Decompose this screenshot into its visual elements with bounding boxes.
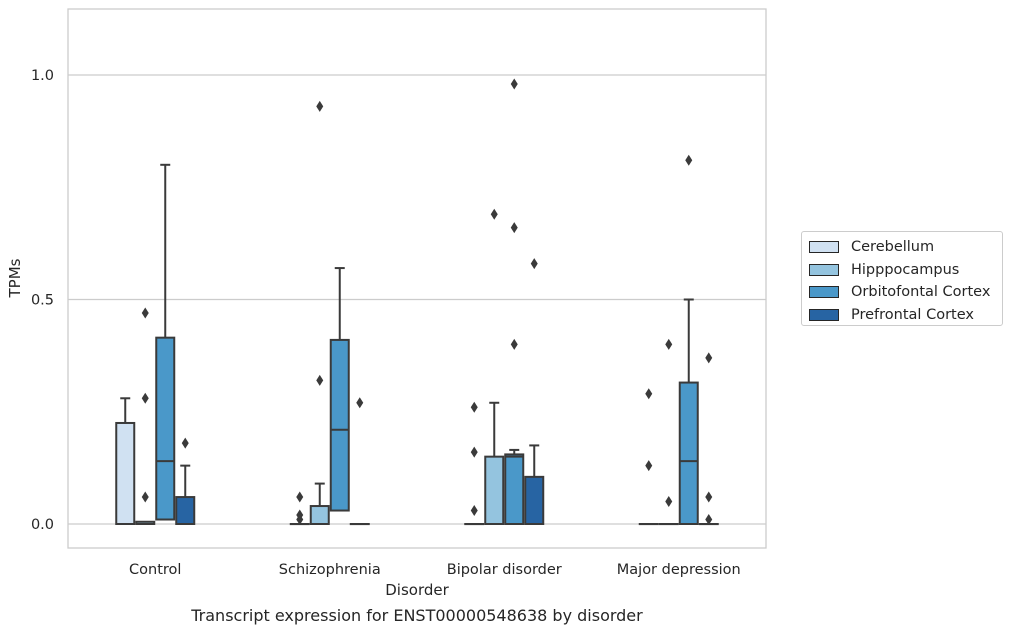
box-body	[115, 421, 136, 526]
outlier-point	[356, 397, 364, 409]
box-orbitofontal-cortex	[504, 78, 525, 525]
outlier-point	[530, 258, 538, 270]
legend-item: Cerebellum	[809, 236, 1002, 259]
box-body	[524, 475, 545, 526]
outlier-point	[470, 446, 478, 458]
figure-caption: Transcript expression for ENST0000054863…	[191, 606, 643, 625]
box-body	[175, 496, 196, 525]
outlier-point	[705, 491, 713, 503]
box-cerebellum	[638, 388, 659, 526]
outlier-point	[510, 338, 518, 350]
outlier-point	[510, 222, 518, 234]
legend-item: Orbitofontal Cortex	[809, 281, 1002, 304]
y-tick-label: 1.0	[31, 68, 54, 84]
legend-label: Hipppocampus	[851, 261, 960, 278]
box-cerebellum	[289, 491, 310, 526]
outlier-point	[296, 514, 304, 526]
box-hipppocampus	[135, 307, 156, 526]
legend-label: Orbitofontal Cortex	[851, 284, 991, 301]
outlier-point	[645, 388, 653, 400]
y-tick-label: 0.0	[31, 517, 54, 533]
legend-item: Hipppocampus	[809, 259, 1002, 282]
plot-frame	[67, 8, 767, 549]
legend-label: Prefrontal Cortex	[851, 306, 974, 323]
box-cerebellum	[464, 401, 485, 526]
box-hipppocampus	[309, 100, 330, 526]
box-orbitofontal-cortex	[678, 154, 699, 525]
box-body	[155, 336, 176, 521]
x-tick-label: Major depression	[617, 562, 741, 578]
x-tick-label: Schizophrenia	[279, 562, 381, 578]
y-tick-labels: 0.00.51.01.52.0	[31, 68, 54, 533]
outlier-point	[470, 505, 478, 517]
box-prefrontal-cortex	[698, 352, 719, 526]
outlier-point	[470, 401, 478, 413]
box-prefrontal-cortex	[524, 258, 545, 526]
outlier-point	[181, 437, 189, 449]
box-body	[678, 381, 699, 525]
outlier-point	[685, 154, 693, 166]
outlier-point	[296, 491, 304, 503]
box-body	[484, 455, 505, 525]
box-hipppocampus	[658, 338, 679, 526]
legend-label: Cerebellum	[851, 239, 935, 256]
box-prefrontal-cortex	[175, 437, 196, 525]
outlier-point	[665, 338, 673, 350]
outlier-point	[141, 491, 149, 503]
legend-swatch	[809, 286, 839, 299]
box-prefrontal-cortex	[349, 397, 370, 526]
legend-swatch	[809, 263, 839, 276]
legend-item: Prefrontal Cortex	[809, 304, 1002, 327]
y-tick-label: 0.5	[31, 293, 54, 309]
outlier-point	[490, 208, 498, 220]
outlier-point	[141, 307, 149, 319]
x-tick-labels: Control Schizophrenia Bipolar disorder Majo…	[129, 562, 741, 578]
outlier-point	[705, 514, 713, 526]
legend-swatch	[809, 241, 839, 254]
outlier-point	[665, 496, 673, 508]
outlier-point	[645, 460, 653, 472]
outlier-point	[510, 78, 518, 90]
box-cerebellum	[115, 397, 136, 526]
x-axis-label: Disorder	[385, 581, 449, 599]
plot-boxes	[115, 78, 719, 526]
legend-swatch	[809, 308, 839, 321]
box-body	[309, 505, 330, 526]
x-tick-label: Bipolar disorder	[447, 562, 562, 578]
outlier-point	[316, 374, 324, 386]
outlier-point	[141, 392, 149, 404]
box-hipppocampus	[484, 208, 505, 525]
box-body	[504, 453, 525, 525]
x-tick-label: Control	[129, 562, 181, 578]
box-body	[329, 338, 350, 512]
legend: Cerebellum Hipppocampus Orbitofontal Corte…	[801, 231, 1003, 326]
outlier-point	[705, 352, 713, 364]
outlier-point	[316, 100, 324, 112]
y-axis-label: TPMs	[6, 258, 24, 298]
box-orbitofontal-cortex	[329, 267, 350, 512]
box-orbitofontal-cortex	[155, 163, 176, 521]
